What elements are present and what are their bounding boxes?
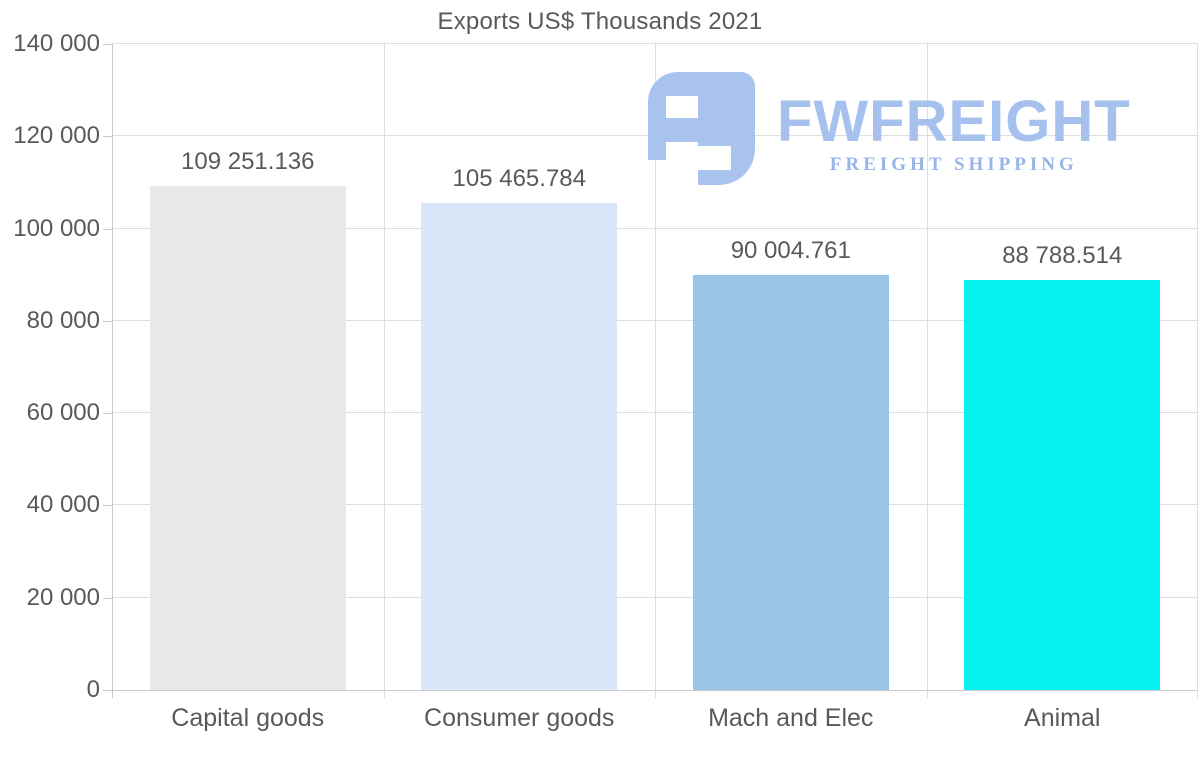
y-tick (103, 228, 112, 230)
plot-area: 109 251.136 105 465.784 90 004.761 88 788.5… (112, 43, 1198, 698)
bar-consumer-goods (421, 203, 618, 690)
y-tick-label: 20 000 (26, 583, 100, 611)
logo-shape (648, 72, 666, 160)
bar-value-label: 105 465.784 (452, 165, 586, 193)
gridline-x (927, 44, 928, 698)
y-tick (103, 413, 112, 415)
gridline-y-140000 (112, 43, 1198, 44)
y-tick-label: 80 000 (26, 306, 100, 334)
bar-value-label: 88 788.514 (1002, 242, 1123, 270)
y-tick (103, 505, 112, 507)
logo-shape (698, 146, 731, 170)
y-tick-label: 40 000 (26, 491, 100, 519)
y-tick (103, 597, 112, 599)
fwfreight-watermark: FWFREIGHT FREIGHT SHIPPING (648, 72, 1131, 185)
gridline-x (384, 44, 385, 698)
bar-capital-goods (149, 185, 346, 690)
bar-mach-and-elec (692, 274, 889, 690)
y-tick (103, 44, 112, 45)
logo-shape (648, 118, 714, 142)
y-tick-label: 0 (86, 676, 100, 703)
y-tick (103, 320, 112, 322)
brand-tagline: FREIGHT SHIPPING (829, 154, 1078, 175)
chart-title: Exports US$ Thousands 2021 (437, 8, 763, 35)
x-category-label: Consumer goods (424, 704, 615, 732)
bar-animal (964, 280, 1161, 690)
fwfreight-logo-icon (648, 72, 755, 185)
x-category-label: Mach and Elec (708, 704, 874, 732)
y-tick (103, 690, 112, 691)
y-tick-label: 120 000 (13, 122, 100, 150)
x-category-label: Capital goods (171, 704, 325, 732)
gridline-x (1197, 44, 1198, 698)
y-axis-line (112, 44, 113, 698)
gridline-x (655, 44, 656, 698)
y-tick-label: 60 000 (26, 399, 100, 427)
brand-name: FWFREIGHT (777, 89, 1131, 154)
bar-value-label: 90 004.761 (730, 236, 851, 264)
bar-value-label: 109 251.136 (181, 147, 315, 175)
y-tick (103, 136, 112, 138)
y-tick-label: 140 000 (13, 30, 100, 57)
y-tick-label: 100 000 (13, 214, 100, 242)
x-category-label: Animal (1024, 704, 1101, 732)
